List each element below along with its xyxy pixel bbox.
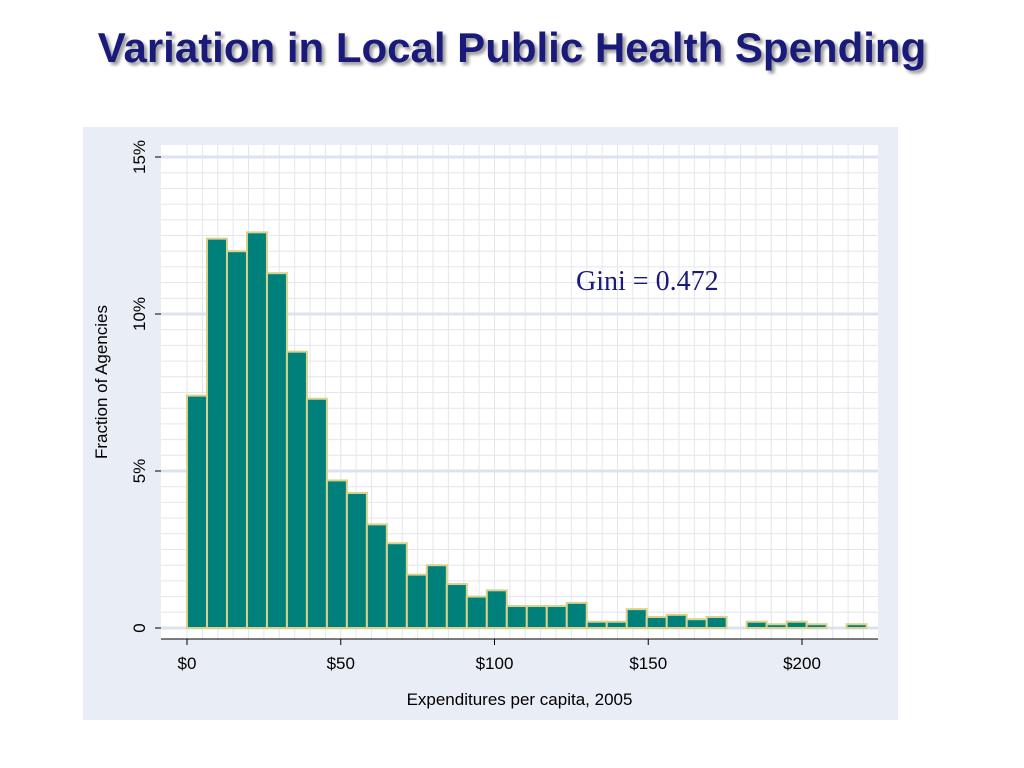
histogram-bar [645, 616, 668, 630]
x-tick-label: $100 [476, 654, 514, 673]
histogram-bar [485, 589, 508, 630]
histogram-bar [765, 623, 788, 629]
y-tick-label: 0 [130, 623, 149, 632]
histogram-bar [625, 608, 648, 630]
histogram-bar [186, 394, 208, 630]
histogram-bar [385, 542, 408, 629]
y-tick-label: 10% [130, 297, 149, 331]
histogram-bar [805, 623, 828, 629]
histogram-bar [405, 573, 428, 629]
histogram-bars [186, 231, 868, 630]
slide-title: Variation in Local Public Health Spendin… [97, 24, 927, 71]
histogram-bar [545, 605, 568, 629]
histogram-bar [525, 605, 548, 629]
y-axis-ticks: 0 5% 10% 15% [130, 140, 161, 633]
histogram-bar [265, 272, 288, 629]
x-tick-label: $200 [783, 654, 821, 673]
y-tick-label: 5% [130, 459, 149, 484]
histogram-bar [845, 623, 868, 629]
x-tick-label: $0 [178, 654, 197, 673]
histogram-bar [245, 231, 268, 630]
histogram-bar [465, 595, 488, 630]
histogram-bar [325, 479, 348, 630]
histogram-bar [345, 491, 368, 630]
histogram-bar [445, 583, 468, 630]
histogram-bar [585, 620, 608, 630]
y-tick-label: 15% [130, 140, 149, 174]
histogram-bar [305, 397, 328, 629]
histogram-bar [205, 237, 228, 629]
histogram-bar [365, 523, 388, 630]
histogram-bar [685, 618, 708, 630]
histogram-bar [785, 620, 808, 630]
histogram-bar [565, 601, 588, 630]
x-axis-ticks: $0 $50 $100 $150 $200 [161, 638, 878, 673]
histogram-bar [745, 620, 768, 630]
histogram-bar [225, 250, 248, 629]
gini-annotation: Gini = 0.472 [576, 266, 719, 297]
histogram-chart: 0 5% 10% 15% $0 $50 $100 $150 $200 Expenditures… [92, 140, 878, 709]
y-axis-title: Fraction of Agencies [92, 305, 111, 459]
x-tick-label: $50 [327, 654, 355, 673]
x-axis-title: Expenditures per capita, 2005 [407, 690, 633, 709]
histogram-bar [505, 605, 528, 629]
histogram-bar [665, 613, 688, 630]
histogram-bar [425, 564, 448, 630]
histogram-bar [705, 616, 728, 630]
x-tick-label: $150 [629, 654, 667, 673]
histogram-bar [285, 350, 308, 629]
histogram-bar [605, 620, 628, 630]
chart-panel: 0 5% 10% 15% $0 $50 $100 $150 $200 Expenditures… [83, 127, 898, 720]
